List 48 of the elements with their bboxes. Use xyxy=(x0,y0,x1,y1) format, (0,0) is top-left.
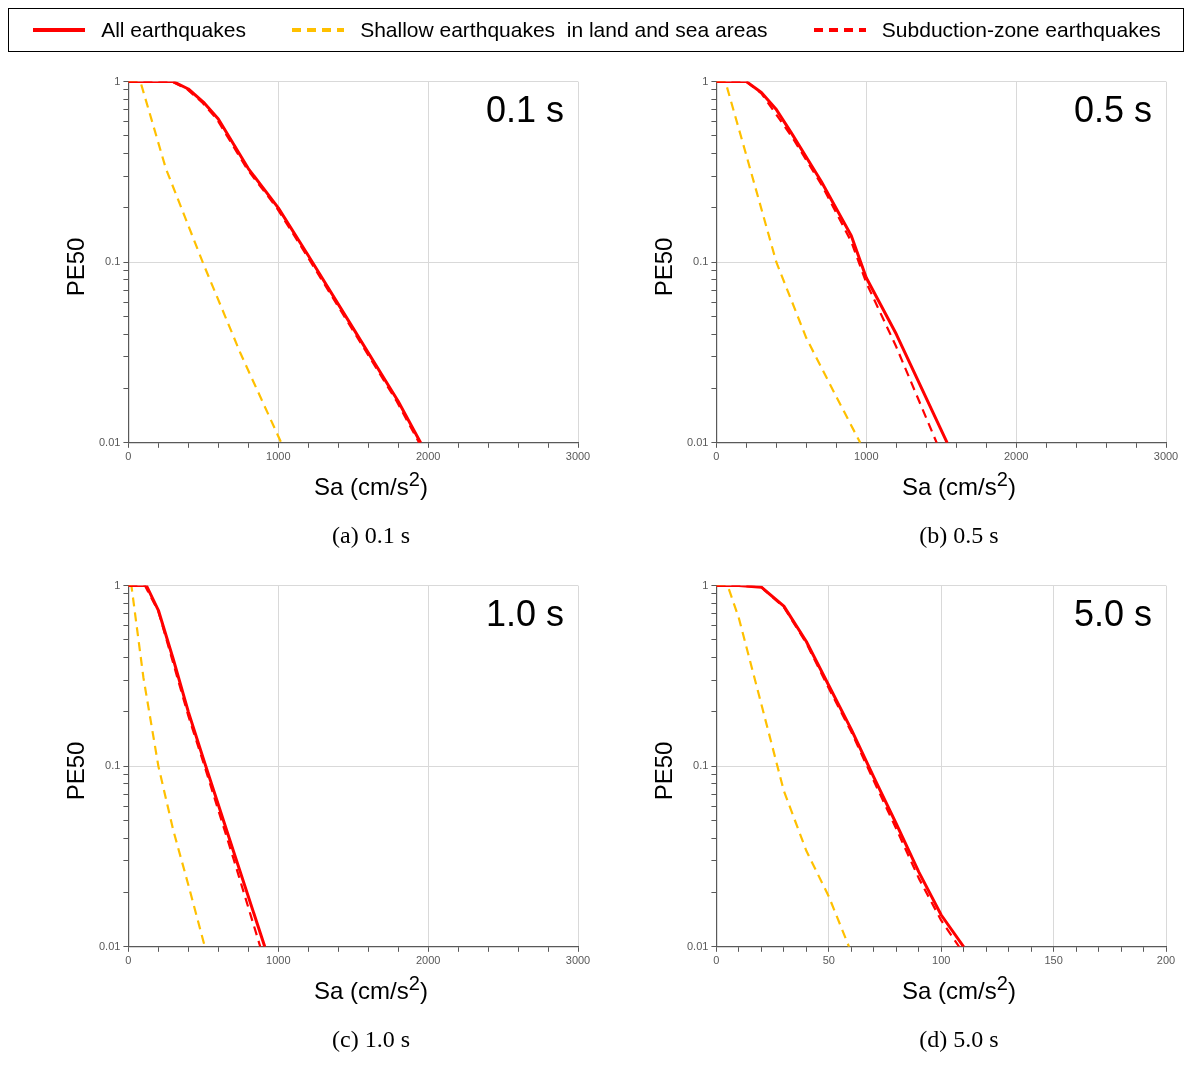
y-tick-label: 0.1 xyxy=(105,255,121,268)
x-tick-label: 1000 xyxy=(266,450,291,463)
y-axis-title: PE50 xyxy=(62,237,90,297)
x-tick-label: 200 xyxy=(1156,954,1176,967)
x-tick-label: 2000 xyxy=(1003,450,1029,463)
y-tick-label: 0.01 xyxy=(686,435,709,448)
x-tick-label: 0 xyxy=(713,954,720,967)
x-axis-title: Sa (cm/s$^{2}$) xyxy=(313,972,429,1005)
text: (a) 0.1 s xyxy=(331,522,411,549)
text: (c) 1.0 s xyxy=(331,1026,411,1053)
y-tick-label: 1 xyxy=(114,578,121,591)
y-tick-label: 1 xyxy=(702,74,709,87)
x-tick-label: 0 xyxy=(125,954,132,967)
y-tick-label: 0.1 xyxy=(105,759,121,772)
annotation: 0.1 s xyxy=(485,88,564,130)
x-tick-label: 2000 xyxy=(415,954,441,967)
legend-label: Shallow earthquakes in land and sea areas xyxy=(360,18,768,42)
annotation: 1.0 s xyxy=(485,592,564,634)
y-tick-label: 0.01 xyxy=(98,939,121,952)
y-tick-label: 0.01 xyxy=(686,939,709,952)
text: (b) 0.5 s xyxy=(918,522,1000,549)
y-axis-title: PE50 xyxy=(650,237,678,297)
x-tick-label: 0 xyxy=(125,450,132,463)
legend-label: Subduction-zone earthquakes xyxy=(881,18,1161,42)
x-tick-label: 100 xyxy=(932,954,951,967)
y-tick-label: 1 xyxy=(114,74,121,87)
x-tick-label: 1000 xyxy=(266,954,291,967)
y-tick-label: 0.01 xyxy=(98,435,121,448)
y-axis-title: PE50 xyxy=(62,741,90,801)
y-tick-label: 0.1 xyxy=(693,759,709,772)
y-tick-label: 0.1 xyxy=(693,255,709,268)
x-tick-label: 2000 xyxy=(415,450,441,463)
x-axis-title: Sa (cm/s$^{2}$) xyxy=(901,468,1017,501)
x-tick-label: 50 xyxy=(822,954,835,967)
x-tick-label: 1000 xyxy=(854,450,879,463)
x-axis-title: Sa (cm/s$^{2}$) xyxy=(901,972,1017,1005)
annotation: 5.0 s xyxy=(1073,592,1152,634)
x-axis-title: Sa (cm/s$^{2}$) xyxy=(313,468,429,501)
x-tick-label: 3000 xyxy=(1153,450,1179,463)
y-tick-label: 1 xyxy=(702,578,709,591)
x-tick-label: 150 xyxy=(1044,954,1063,967)
annotation: 0.5 s xyxy=(1073,88,1152,130)
text: (d) 5.0 s xyxy=(918,1026,1000,1053)
y-axis-title: PE50 xyxy=(650,741,678,801)
x-tick-label: 0 xyxy=(713,450,720,463)
x-tick-label: 3000 xyxy=(565,954,591,967)
legend-label: All earthquakes xyxy=(101,18,246,42)
x-tick-label: 3000 xyxy=(565,450,591,463)
